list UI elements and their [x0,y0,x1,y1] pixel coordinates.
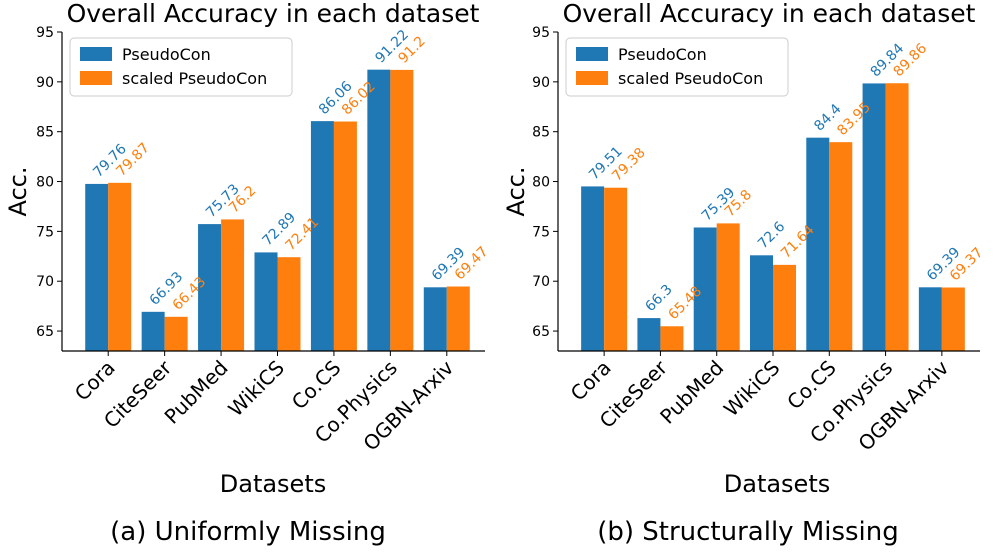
bar-pseudocon-ogbn-arxiv [423,287,447,351]
x-tick-label: Cora [70,356,120,406]
bar-scaled-pseudocon-wikics [277,257,301,351]
y-tick-label: 95 [36,25,54,41]
y-tick-label: 85 [36,125,54,141]
legend-swatch-pseudocon [80,47,112,61]
bar-pseudocon-ogbn-arxiv [918,287,942,351]
bar-scaled-pseudocon-cora [108,182,132,351]
bar-pseudocon-cora [581,186,605,351]
bar-scaled-pseudocon-cora [604,187,628,351]
bar-pseudocon-co.cs [310,121,334,351]
bar-pseudocon-wikics [254,252,278,351]
bar-pseudocon-pubmed [693,227,717,351]
legend-label: scaled PseudoCon [618,69,763,88]
legend-label: PseudoCon [122,45,211,64]
bar-pseudocon-citeseer [141,311,165,351]
y-tick-label: 65 [532,324,550,340]
legend-label: scaled PseudoCon [122,69,267,88]
bar-scaled-pseudocon-co.physics [390,69,414,351]
bar-pseudocon-pubmed [198,224,222,351]
legend-swatch-pseudocon [576,47,608,61]
legend-swatch-scaled-pseudocon [576,71,608,85]
legend-box [69,37,293,97]
y-tick-label: 75 [532,224,550,240]
x-axis-label: Datasets [724,470,831,498]
x-tick-label: PubMed [655,356,728,429]
y-tick-label: 85 [532,125,550,141]
bar-scaled-pseudocon-pubmed [221,219,245,351]
bar-scaled-pseudocon-co.cs [333,121,357,351]
bar-scaled-pseudocon-citeseer [164,316,188,351]
legend-box [565,37,789,97]
bar-scaled-pseudocon-ogbn-arxiv [941,287,965,351]
figure-caption: (b) Structurally Missing [597,517,899,547]
y-tick-label: 70 [36,274,54,290]
bar-pseudocon-wikics [750,255,773,351]
bar-scaled-pseudocon-wikics [773,264,796,351]
y-tick-label: 80 [532,175,550,191]
y-tick-label: 75 [36,224,54,240]
bar-scaled-pseudocon-co.cs [829,142,853,351]
bar-scaled-pseudocon-co.physics [885,83,909,351]
bar-pseudocon-co.physics [367,69,391,351]
bar-pseudocon-citeseer [637,318,661,351]
legend-swatch-scaled-pseudocon [80,71,112,85]
bar-pseudocon-cora [85,183,109,351]
bar-scaled-pseudocon-citeseer [660,326,684,351]
legend-label: PseudoCon [618,45,707,64]
bar-pseudocon-co.cs [806,137,830,351]
x-axis-label: Datasets [220,470,327,498]
y-tick-label: 80 [36,175,54,191]
bar-scaled-pseudocon-pubmed [716,223,740,351]
x-tick-label: WikiCS [223,356,289,422]
y-tick-label: 90 [36,75,54,91]
x-tick-label: PubMed [160,356,233,429]
y-tick-label: 70 [532,274,550,290]
chart-title: Overall Accuracy in each dataset [563,0,976,28]
chart-title: Overall Accuracy in each dataset [67,0,480,28]
y-axis-label: Acc. [502,166,530,216]
bar-pseudocon-co.physics [862,83,886,351]
y-tick-label: 95 [532,25,550,41]
x-tick-label: Cora [566,356,616,406]
y-axis-label: Acc. [4,166,32,216]
figure-caption: (a) Uniformly Missing [110,517,386,547]
bar-scaled-pseudocon-ogbn-arxiv [446,286,470,351]
y-tick-label: 65 [36,324,54,340]
x-tick-label: WikiCS [719,356,785,422]
y-tick-label: 90 [532,75,550,91]
